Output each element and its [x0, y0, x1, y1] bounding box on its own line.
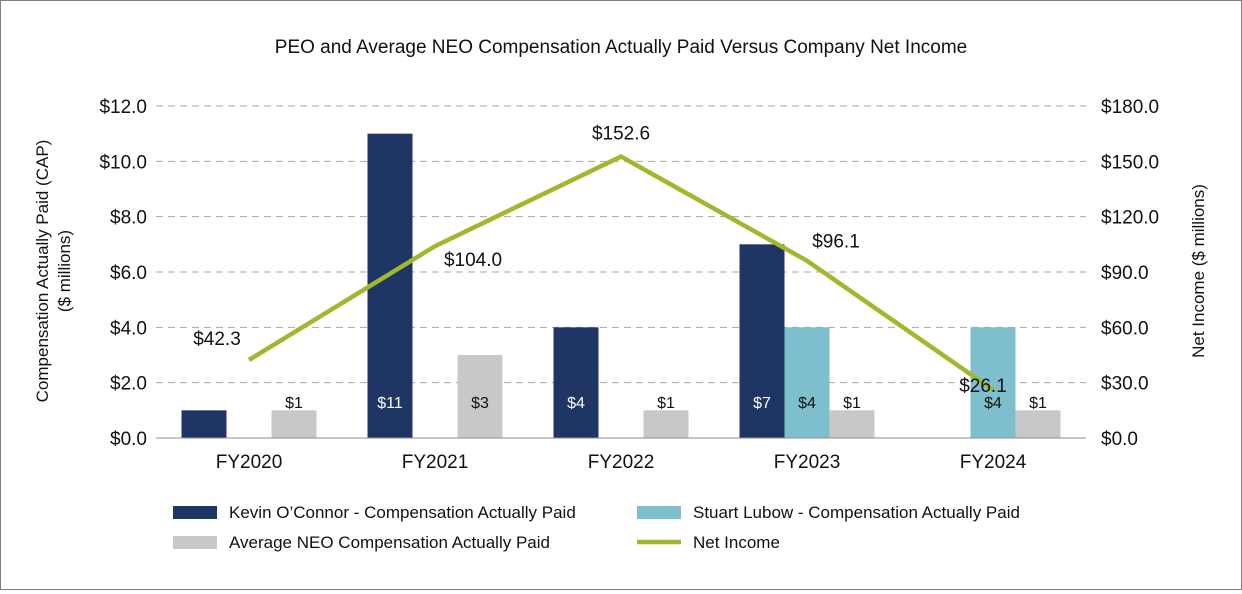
- y-left-tick-label: $8.0: [110, 208, 147, 229]
- data-labels: $1 $11 $4 $7 $4 $4 $1 $3 $1 $1 $1 $42.3 $104.0 $152.6…: [193, 124, 1047, 412]
- y-right-tick-label: $60.0: [1101, 318, 1149, 339]
- x-tick-label: FY2024: [960, 452, 1027, 473]
- bar-data-label: $1: [285, 395, 303, 412]
- bar: [554, 327, 599, 438]
- gridlines: [156, 106, 1086, 383]
- y-right-tick-label: $180.0: [1101, 97, 1159, 118]
- y-right-tick-label: $30.0: [1101, 374, 1149, 395]
- bar-data-label: $4: [984, 395, 1002, 412]
- y-right-tick-label: $0.0: [1101, 429, 1138, 450]
- net-income-line-layer: [249, 156, 993, 390]
- net-income-data-label: $152.6: [592, 124, 650, 145]
- y-right-tick-label: $120.0: [1101, 208, 1159, 229]
- legend-swatch: [173, 536, 217, 549]
- legend-label: Stuart Lubow - Compensation Actually Pai…: [693, 503, 1020, 522]
- bar-data-label: $7: [753, 395, 771, 412]
- x-tick-label: FY2021: [402, 452, 469, 473]
- y-right-axis-title: Net Income ($ millions): [1189, 184, 1208, 358]
- legend-swatch: [173, 506, 217, 519]
- bar-data-label: $11: [377, 395, 403, 412]
- y-left-tick-label: $4.0: [110, 318, 147, 339]
- legend: Kevin O’Connor - Compensation Actually P…: [173, 503, 1020, 552]
- y-right-tick-label: $150.0: [1101, 152, 1159, 173]
- net-income-data-label: $96.1: [812, 232, 860, 253]
- y-left-tick-label: $6.0: [110, 263, 147, 284]
- legend-label: Kevin O’Connor - Compensation Actually P…: [229, 503, 576, 522]
- bar-data-label: $1: [657, 395, 675, 412]
- legend-label: Average NEO Compensation Actually Paid: [229, 533, 550, 552]
- net-income-data-label: $42.3: [193, 329, 241, 350]
- bar-data-label: $4: [798, 395, 816, 412]
- y-left-tick-label: $10.0: [99, 152, 147, 173]
- bar: [272, 410, 317, 438]
- y-left-tick-label: $12.0: [99, 97, 147, 118]
- y-left-tick-label: $2.0: [110, 374, 147, 395]
- bars: [182, 134, 1061, 438]
- legend-swatch: [637, 506, 681, 519]
- net-income-data-label: $26.1: [959, 376, 1007, 397]
- legend-label: Net Income: [693, 533, 780, 552]
- y-left-tick-label: $0.0: [110, 429, 147, 450]
- bar: [182, 410, 227, 438]
- net-income-data-label: $104.0: [444, 250, 502, 271]
- net-income-line: [249, 157, 993, 390]
- x-tick-label: FY2020: [216, 452, 283, 473]
- bar-data-label: $1: [1029, 395, 1047, 412]
- bar-data-label: $3: [471, 395, 489, 412]
- bar: [785, 327, 830, 438]
- x-tick-label: FY2022: [588, 452, 655, 473]
- bar-data-label: $4: [567, 395, 585, 412]
- y-left-axis-title: Compensation Actually Paid (CAP)($ milli…: [33, 140, 74, 403]
- bar: [644, 410, 689, 438]
- bar: [1016, 410, 1061, 438]
- y-right-tick-label: $90.0: [1101, 263, 1149, 284]
- chart-title: PEO and Average NEO Compensation Actuall…: [275, 37, 967, 58]
- bar-data-label: $1: [843, 395, 861, 412]
- x-tick-label: FY2023: [774, 452, 841, 473]
- bar: [830, 410, 875, 438]
- bar-data-label: $1: [195, 395, 213, 412]
